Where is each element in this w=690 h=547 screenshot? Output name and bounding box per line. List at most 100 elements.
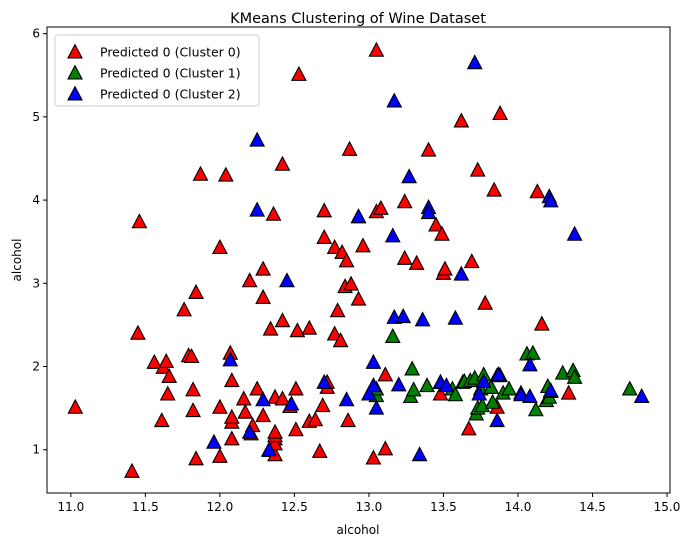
data-point-cluster-0 <box>343 275 359 291</box>
data-point-cluster-2 <box>420 204 437 220</box>
data-point-cluster-0 <box>262 320 279 336</box>
data-point-cluster-2 <box>390 376 407 392</box>
x-tick-label: 14.5 <box>579 500 606 514</box>
x-tick-label: 14.0 <box>505 500 532 514</box>
data-point-cluster-0 <box>255 288 272 304</box>
data-point-cluster-0 <box>159 385 176 401</box>
data-point-cluster-0 <box>316 202 333 218</box>
data-point-cluster-2 <box>279 272 295 288</box>
data-point-cluster-0 <box>183 347 200 364</box>
data-point-cluster-2 <box>401 168 418 184</box>
data-point-cluster-0 <box>237 403 254 419</box>
data-point-cluster-2 <box>521 356 538 372</box>
data-points <box>67 41 650 478</box>
x-tick-label: 11.5 <box>132 500 159 514</box>
data-point-cluster-1 <box>404 360 421 376</box>
data-point-cluster-0 <box>377 440 394 456</box>
y-tick-label: 2 <box>32 360 40 374</box>
data-point-cluster-0 <box>365 449 382 465</box>
chart-title: KMeans Clustering of Wine Dataset <box>230 11 486 27</box>
data-point-cluster-0 <box>274 155 291 171</box>
data-point-cluster-0 <box>307 411 324 427</box>
data-point-cluster-2 <box>350 208 367 224</box>
data-point-cluster-0 <box>332 332 349 348</box>
legend-label: Predicted 0 (Cluster 1) <box>100 66 241 81</box>
data-point-cluster-0 <box>267 423 283 439</box>
data-point-cluster-0 <box>301 319 318 335</box>
data-point-cluster-0 <box>223 430 240 446</box>
data-point-cluster-2 <box>447 309 464 325</box>
data-point-cluster-0 <box>396 249 413 265</box>
data-point-cluster-0 <box>290 65 307 81</box>
data-point-cluster-0 <box>287 380 304 396</box>
data-point-cluster-2 <box>368 399 385 415</box>
data-point-cluster-0 <box>469 161 486 177</box>
data-point-cluster-0 <box>529 183 546 199</box>
data-point-cluster-0 <box>289 322 306 338</box>
data-point-cluster-0 <box>241 272 258 288</box>
x-tick-label: 12.5 <box>281 500 308 514</box>
data-point-cluster-0 <box>217 166 234 182</box>
x-axis-label: alcohol <box>337 523 380 537</box>
data-point-cluster-2 <box>411 446 428 462</box>
data-point-cluster-0 <box>463 253 480 269</box>
data-point-cluster-0 <box>477 294 494 310</box>
data-point-cluster-2 <box>414 311 431 327</box>
y-tick-label: 3 <box>32 276 40 290</box>
data-point-cluster-2 <box>542 382 559 398</box>
data-point-cluster-2 <box>453 265 470 281</box>
data-point-cluster-0 <box>350 290 367 306</box>
data-point-cluster-0 <box>124 462 140 478</box>
data-point-cluster-1 <box>419 377 435 393</box>
x-tick-label: 13.0 <box>356 500 383 514</box>
data-point-cluster-2 <box>206 433 222 449</box>
data-point-cluster-2 <box>513 386 529 402</box>
x-tick-label: 13.5 <box>430 500 457 514</box>
data-point-cluster-0 <box>235 390 252 406</box>
data-point-cluster-0 <box>314 397 331 413</box>
y-tick-label: 5 <box>32 110 40 124</box>
data-point-cluster-0 <box>67 398 84 414</box>
data-point-cluster-2 <box>438 377 455 393</box>
data-point-cluster-0 <box>153 412 170 428</box>
data-point-cluster-0 <box>185 381 201 397</box>
plot-frame <box>46 26 671 494</box>
data-point-cluster-1 <box>501 380 517 396</box>
data-point-cluster-0 <box>158 352 175 369</box>
data-point-cluster-0 <box>287 421 304 437</box>
data-point-cluster-0 <box>211 238 228 255</box>
data-point-cluster-1 <box>384 328 401 344</box>
y-tick-label: 1 <box>32 443 40 457</box>
data-point-cluster-1 <box>566 368 583 384</box>
data-point-cluster-0 <box>326 325 343 341</box>
data-point-cluster-0 <box>340 412 356 428</box>
data-point-cluster-0 <box>255 260 272 276</box>
data-point-cluster-0 <box>223 408 240 424</box>
data-point-cluster-0 <box>211 447 228 463</box>
data-point-cluster-0 <box>185 402 201 418</box>
data-point-cluster-2 <box>521 387 538 403</box>
data-point-cluster-2 <box>283 395 300 411</box>
data-point-cluster-0 <box>486 181 503 197</box>
data-point-cluster-2 <box>361 385 377 401</box>
data-point-cluster-2 <box>249 131 266 147</box>
data-point-cluster-0 <box>329 302 346 318</box>
data-point-cluster-2 <box>466 54 483 70</box>
data-point-cluster-0 <box>355 237 371 253</box>
data-point-cluster-0 <box>338 252 355 268</box>
data-point-cluster-2 <box>566 225 583 241</box>
data-point-cluster-0 <box>396 193 413 209</box>
data-point-cluster-0 <box>492 105 509 121</box>
data-point-cluster-0 <box>372 199 389 215</box>
data-point-cluster-0 <box>326 238 343 255</box>
data-point-cluster-0 <box>311 442 328 458</box>
data-point-cluster-0 <box>146 353 163 369</box>
data-point-cluster-2 <box>542 192 559 208</box>
data-point-cluster-0 <box>408 254 425 270</box>
x-tick-label: 12.0 <box>207 500 234 514</box>
data-point-cluster-0 <box>533 315 550 331</box>
data-point-cluster-0 <box>223 372 240 388</box>
x-tick-label: 15.0 <box>654 500 681 514</box>
legend-marker <box>67 64 83 80</box>
